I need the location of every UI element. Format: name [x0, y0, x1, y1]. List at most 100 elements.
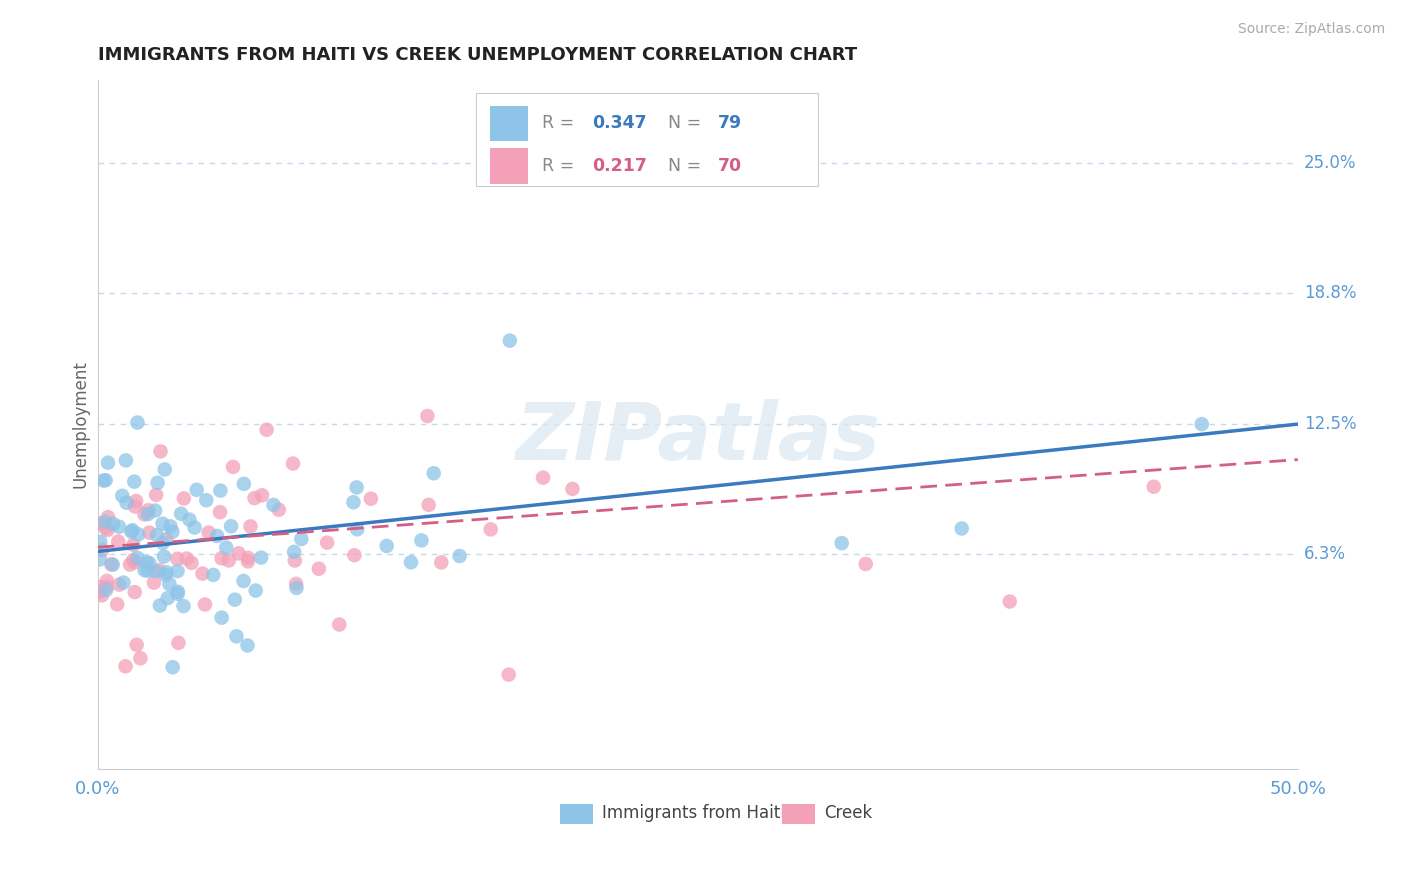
Point — [411, 533, 433, 548]
Point — [316, 535, 339, 549]
Point — [118, 558, 141, 572]
Text: 0.347: 0.347 — [592, 114, 647, 132]
Point — [146, 528, 169, 542]
Point — [831, 536, 853, 550]
Point — [167, 636, 190, 650]
Point — [166, 551, 188, 566]
Text: R =: R = — [541, 157, 579, 175]
Point — [129, 651, 152, 665]
Point — [166, 587, 188, 601]
Point — [250, 488, 273, 502]
Point — [225, 629, 247, 643]
Point — [422, 467, 444, 481]
Text: 6.3%: 6.3% — [1303, 544, 1346, 563]
Point — [120, 524, 142, 539]
Point — [176, 551, 198, 566]
Point — [89, 552, 111, 566]
Point — [155, 533, 177, 547]
Point — [124, 585, 146, 599]
Point — [342, 495, 364, 509]
Point — [159, 577, 181, 591]
Point — [145, 488, 167, 502]
Point — [211, 551, 233, 566]
Point — [205, 529, 228, 543]
Point — [138, 503, 160, 517]
Point — [202, 567, 225, 582]
Point — [156, 566, 179, 580]
Point — [155, 568, 177, 582]
Point — [153, 549, 176, 564]
Point — [97, 510, 120, 524]
Point — [285, 577, 308, 591]
Point — [418, 498, 440, 512]
Point — [498, 667, 520, 681]
Point — [136, 564, 159, 578]
Point — [162, 660, 184, 674]
Point — [121, 523, 143, 537]
Point — [215, 541, 238, 555]
Point — [96, 580, 118, 594]
Point — [115, 496, 138, 510]
Point — [105, 597, 128, 611]
Point — [267, 502, 290, 516]
Text: R =: R = — [541, 114, 579, 132]
Point — [124, 555, 146, 569]
Text: 25.0%: 25.0% — [1303, 154, 1357, 172]
Point — [89, 534, 111, 549]
Point — [96, 574, 118, 588]
Point — [197, 525, 219, 540]
Point — [285, 581, 308, 595]
Point — [232, 574, 254, 588]
Text: Source: ZipAtlas.com: Source: ZipAtlas.com — [1237, 22, 1385, 37]
Point — [283, 545, 305, 559]
Point — [262, 498, 284, 512]
Point — [156, 591, 179, 606]
FancyBboxPatch shape — [560, 805, 593, 823]
Point — [243, 491, 266, 505]
Point — [256, 423, 278, 437]
Point — [135, 555, 157, 569]
Point — [224, 592, 246, 607]
Point — [211, 610, 233, 624]
Point — [166, 564, 188, 578]
FancyBboxPatch shape — [491, 105, 529, 141]
Point — [94, 515, 117, 529]
Point — [284, 553, 307, 567]
Point — [179, 512, 201, 526]
Point — [343, 548, 366, 562]
Text: ZIPatlas: ZIPatlas — [515, 399, 880, 477]
Point — [236, 554, 259, 568]
Point — [219, 519, 242, 533]
Text: N =: N = — [668, 114, 706, 132]
Text: 70: 70 — [718, 157, 742, 175]
Point — [499, 334, 522, 348]
Point — [124, 500, 146, 514]
Point — [91, 543, 114, 558]
Point — [145, 564, 167, 578]
Text: 0.217: 0.217 — [592, 157, 647, 175]
Point — [94, 521, 117, 535]
Point — [101, 516, 124, 531]
Point — [375, 539, 398, 553]
Text: Creek: Creek — [824, 805, 872, 822]
Point — [236, 550, 259, 565]
FancyBboxPatch shape — [782, 805, 815, 823]
Point — [1143, 480, 1166, 494]
Point — [430, 555, 453, 569]
Point — [134, 563, 156, 577]
Point — [561, 482, 583, 496]
Point — [172, 599, 194, 613]
Point — [180, 556, 202, 570]
Point — [115, 453, 138, 467]
Point — [101, 558, 124, 572]
Point — [209, 483, 232, 498]
Point — [136, 507, 159, 521]
Point — [138, 525, 160, 540]
Point — [194, 598, 217, 612]
Point — [209, 505, 232, 519]
Point — [89, 580, 111, 594]
Point — [183, 520, 205, 534]
Point — [89, 584, 111, 599]
Point — [250, 550, 273, 565]
Point — [93, 474, 115, 488]
